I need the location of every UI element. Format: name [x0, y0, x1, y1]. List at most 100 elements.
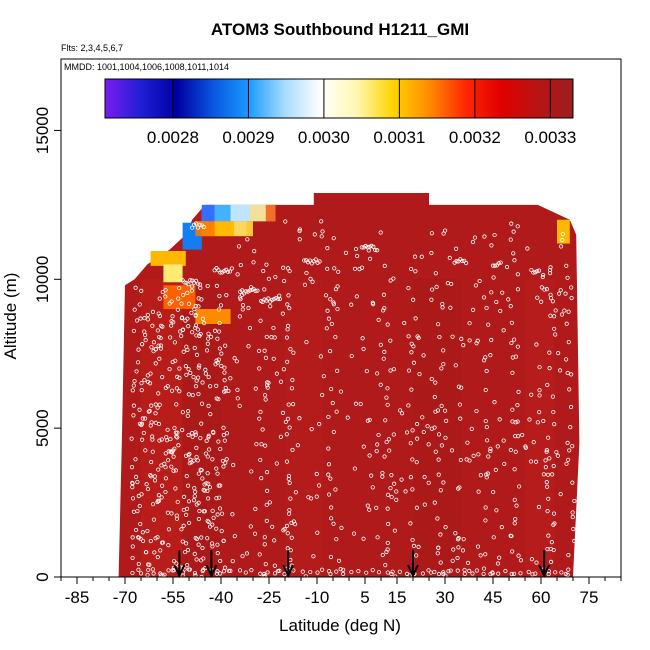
flight-point: [174, 516, 180, 521]
flight-point: [192, 551, 197, 556]
flight-point: [203, 451, 208, 456]
flight-point: [455, 555, 460, 561]
flight-point: [459, 336, 464, 341]
flight-point: [263, 355, 269, 360]
plot-frame: [60, 58, 622, 578]
flight-point: [486, 454, 491, 459]
flight-point: [483, 418, 488, 424]
flight-point: [464, 457, 469, 462]
flight-point: [456, 545, 461, 550]
flight-point: [263, 443, 268, 448]
flight-point: [259, 442, 264, 447]
flight-point: [474, 408, 479, 414]
flight-point: [249, 469, 254, 474]
flight-point: [494, 299, 499, 305]
flight-point: [491, 489, 496, 495]
flight-point: [455, 568, 460, 573]
flight-point: [206, 519, 211, 524]
flight-point: [374, 449, 379, 454]
flight-point: [136, 561, 141, 567]
x-tick-label: 60: [532, 588, 551, 607]
flight-point: [503, 568, 508, 574]
flight-point: [557, 368, 563, 373]
flight-point: [384, 395, 389, 400]
latitude-arrows: [173, 550, 551, 578]
flight-point: [328, 476, 333, 481]
flight-point: [544, 448, 549, 453]
flight-point: [274, 371, 279, 376]
flight-point: [270, 524, 275, 529]
flight-point: [341, 571, 346, 576]
flight-point: [380, 474, 385, 479]
flight-point: [447, 255, 452, 260]
flight-point: [361, 536, 366, 541]
flight-point: [474, 568, 479, 573]
flight-point: [509, 571, 514, 577]
flight-point: [222, 378, 227, 383]
y-tick-label: 5000: [33, 409, 52, 447]
flight-point: [285, 302, 290, 307]
flight-point: [364, 369, 369, 374]
flight-point: [214, 383, 219, 388]
flight-point: [443, 573, 448, 577]
flight-point: [488, 353, 493, 358]
flight-point: [409, 341, 414, 346]
flight-point: [354, 294, 359, 299]
flight-point: [450, 334, 455, 339]
flight-point: [559, 570, 564, 575]
flight-point: [441, 480, 446, 485]
flight-point: [495, 444, 500, 449]
flight-point: [173, 430, 178, 435]
flight-point: [541, 472, 546, 477]
flight-point: [518, 558, 524, 563]
flight-point: [464, 260, 469, 266]
flight-point: [351, 531, 357, 536]
flight-point: [206, 447, 212, 452]
flight-point: [293, 490, 298, 495]
flight-point: [196, 516, 202, 522]
flight-point: [384, 439, 389, 445]
colorbar-tick-label: 0.0032: [449, 128, 501, 147]
flight-point: [262, 393, 268, 398]
flight-point: [185, 548, 191, 553]
flight-point: [258, 571, 263, 576]
flight-point: [286, 402, 291, 407]
flight-point: [148, 538, 153, 544]
flight-point: [168, 335, 173, 340]
flight-point: [157, 313, 163, 319]
flight-point: [326, 569, 332, 574]
flight-point: [237, 295, 243, 300]
flight-point: [236, 244, 242, 249]
flight-point: [335, 306, 340, 312]
flight-point: [448, 568, 453, 573]
flight-point: [547, 366, 552, 371]
flight-point: [275, 296, 281, 302]
flight-point: [280, 311, 285, 316]
flight-point: [491, 535, 496, 540]
flight-point: [392, 481, 397, 486]
flight-point: [546, 496, 551, 501]
flight-point: [153, 402, 158, 407]
flight-point: [376, 317, 381, 322]
flight-point: [415, 436, 420, 441]
flight-point: [326, 462, 332, 467]
flight-point: [151, 571, 156, 576]
flight-point: [143, 338, 148, 343]
y-tick-label: 0: [33, 572, 52, 581]
flight-point: [190, 330, 195, 335]
flight-point: [284, 432, 289, 437]
flight-point: [408, 266, 414, 272]
flight-point: [139, 388, 144, 393]
flight-point: [224, 293, 229, 298]
flight-point: [465, 440, 470, 445]
flight-point: [181, 494, 187, 499]
flight-point: [165, 384, 170, 389]
flight-point: [484, 368, 489, 374]
flight-point: [240, 307, 245, 312]
field-background: [118, 192, 580, 577]
flight-point: [221, 569, 226, 574]
flight-point: [258, 318, 263, 323]
flight-point: [331, 302, 336, 307]
flight-point: [201, 320, 207, 326]
flight-point: [262, 348, 267, 353]
